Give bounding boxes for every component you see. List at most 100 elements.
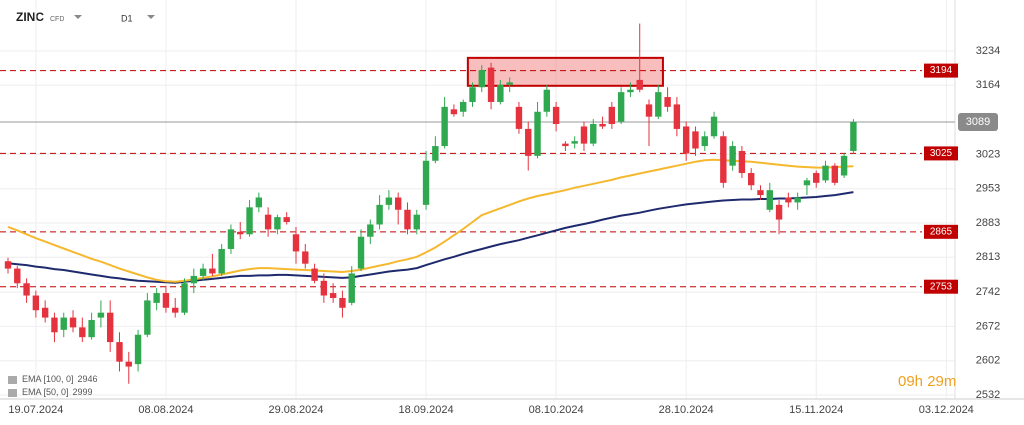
- x-tick-label: 03.12.2024: [919, 404, 974, 416]
- candle-body: [116, 342, 123, 362]
- candle-body: [339, 297, 346, 308]
- candle-body: [580, 126, 588, 144]
- interval[interactable]: D1: [121, 13, 133, 23]
- candle-body: [655, 92, 662, 117]
- x-tick-label: 19.07.2024: [8, 404, 63, 416]
- candle-body: [515, 106, 523, 129]
- candle-body: [4, 261, 12, 269]
- level-label: 3194: [930, 65, 953, 76]
- candle-body: [840, 155, 848, 176]
- legend-entry: EMA [50, 0] 2999: [22, 387, 93, 397]
- x-tick-label: 28.10.2024: [659, 404, 714, 416]
- level-label-box: [924, 146, 958, 161]
- candle-body: [162, 293, 170, 308]
- candle-body: [79, 327, 86, 338]
- candle-body: [432, 146, 439, 161]
- candle-body: [134, 334, 142, 365]
- candle-body: [692, 131, 699, 149]
- dropdown-arrow[interactable]: [147, 15, 155, 19]
- candle-body: [645, 104, 653, 117]
- candle-body: [506, 82, 513, 85]
- candle-body: [106, 312, 114, 343]
- legend-name: EMA [100, 0]: [22, 374, 74, 384]
- candle-body: [32, 295, 40, 311]
- candle-body: [329, 293, 337, 298]
- y-tick-label: 2813: [976, 251, 1000, 263]
- level-label-box: [924, 224, 958, 239]
- candle-body: [246, 207, 253, 235]
- timer: 09h 29m: [898, 373, 956, 390]
- legend-entry: EMA [100, 0] 2946: [22, 374, 98, 384]
- candle-body: [264, 214, 272, 230]
- candle-body: [227, 229, 235, 249]
- candle-body: [450, 109, 458, 115]
- symbol-kind: CFD: [50, 16, 64, 23]
- x-tick-label: 08.10.2024: [529, 404, 584, 416]
- legend-value: 2999: [73, 387, 93, 397]
- candle-body: [311, 268, 318, 281]
- y-tick-label: 3164: [976, 79, 1000, 91]
- candle-body: [23, 283, 30, 296]
- level-label-box: [924, 279, 958, 294]
- candle-body: [97, 312, 105, 318]
- candle-body: [738, 150, 746, 174]
- candle-body: [125, 361, 132, 367]
- candle-body: [199, 268, 207, 276]
- candle-body: [664, 97, 671, 107]
- dropdown-arrow[interactable]: [74, 15, 82, 19]
- candle-body: [413, 214, 420, 230]
- candle-body: [682, 126, 690, 154]
- candle-body: [209, 268, 216, 274]
- candle-body: [357, 236, 365, 269]
- candle-body: [237, 231, 244, 235]
- candle-body: [460, 101, 467, 112]
- candle-body: [181, 283, 188, 313]
- candle-body: [60, 317, 67, 330]
- candle-body: [422, 160, 430, 205]
- y-tick-label: 3234: [976, 45, 1000, 57]
- candle-body: [153, 293, 160, 303]
- candle-body: [41, 307, 49, 318]
- candle-body: [69, 317, 77, 328]
- candle-body: [627, 89, 634, 93]
- candle-body: [729, 146, 736, 166]
- candle-body: [748, 173, 755, 186]
- candle-body: [785, 197, 792, 203]
- candle-body: [757, 190, 764, 196]
- legend-icon: [8, 376, 17, 384]
- candle-body: [441, 106, 448, 147]
- ema-line: [7, 158, 854, 283]
- candle-body: [255, 197, 263, 208]
- candle-body: [590, 124, 597, 144]
- candle-body: [599, 124, 606, 127]
- candle-body: [497, 84, 504, 102]
- candle-body: [534, 111, 541, 156]
- candle-body: [274, 217, 281, 230]
- legend-icon: [8, 389, 17, 397]
- candle-body: [608, 106, 616, 125]
- x-tick-label: 18.09.2024: [399, 404, 454, 416]
- candle-body: [144, 300, 151, 335]
- candle-body: [710, 116, 718, 137]
- candle-body: [562, 143, 569, 147]
- candle-body: [404, 209, 411, 230]
- level-label: 2753: [930, 281, 953, 292]
- candle-body: [701, 136, 708, 147]
- x-tick-label: 08.08.2024: [138, 404, 193, 416]
- candle-body: [552, 106, 560, 125]
- candle-body: [673, 104, 681, 129]
- candle-body: [850, 122, 857, 151]
- candle-body: [320, 280, 328, 296]
- y-tick-label: 2953: [976, 183, 1000, 195]
- candle-body: [469, 87, 476, 102]
- highlight-zone: [466, 56, 664, 87]
- symbol[interactable]: ZINC: [16, 10, 44, 24]
- candle-body: [831, 165, 839, 183]
- candle-body: [822, 165, 829, 181]
- last-price-label: 3089: [966, 116, 990, 128]
- candle-body: [190, 275, 197, 284]
- x-tick-label: 15.11.2024: [789, 404, 843, 416]
- candle-body: [348, 273, 355, 303]
- candle-body: [525, 128, 532, 156]
